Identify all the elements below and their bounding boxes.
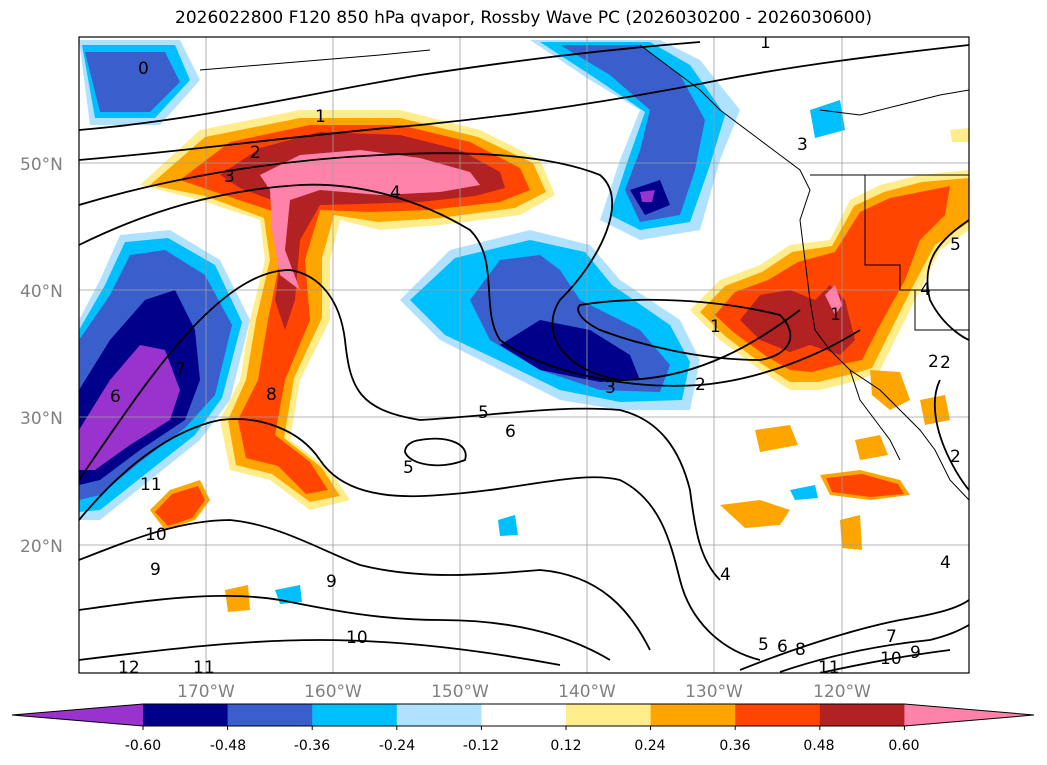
contour-label: 6 [110, 387, 121, 407]
colorbar-segment [312, 704, 398, 726]
contour-label: 4 [390, 183, 401, 203]
colorbar-segment [227, 704, 313, 726]
contour-label: 7 [175, 360, 186, 380]
contour-label: 0 [138, 59, 149, 79]
contour-label: 10 [145, 525, 167, 545]
colorbar-segment [650, 704, 736, 726]
contour-label: 1 [760, 33, 771, 53]
contour-label: 6 [777, 637, 788, 657]
contour-label: 3 [224, 167, 235, 187]
contour-label: 12 [118, 658, 140, 678]
latitude-labels: 50°N 40°N 30°N 20°N [20, 155, 63, 557]
lat-label-20n: 20°N [20, 537, 63, 557]
lon-label-120w: 120°W [813, 682, 871, 702]
contour-label: 5 [403, 458, 414, 478]
map-plot-area: 0 1 1 2 3 4 3 7 8 6 5 5 6 11 10 9 9 10 1… [79, 33, 969, 678]
contour-lines [79, 41, 969, 673]
contour-labels: 0 1 1 2 3 4 3 7 8 6 5 5 6 11 10 9 9 10 1… [110, 33, 961, 678]
contour-label: 7 [886, 627, 897, 647]
contour-label: 4 [940, 553, 951, 573]
lat-label-50n: 50°N [20, 155, 63, 175]
colorbar-tick-label: 0.24 [634, 738, 665, 754]
contour-label: 11 [140, 475, 162, 495]
contour-label: 2 [250, 143, 261, 163]
lat-label-40n: 40°N [20, 282, 63, 302]
contour-label: 10 [346, 628, 368, 648]
contour-label: 2 [950, 447, 961, 467]
contour-label: 11 [818, 658, 840, 678]
lat-label-30n: 30°N [20, 409, 63, 429]
colorbar-tick-label: -0.24 [379, 738, 415, 754]
contour-label: 5 [950, 235, 961, 255]
colorbar-tick-label: -0.48 [210, 738, 246, 754]
colorbar [11, 703, 1035, 730]
contour-label: 5 [758, 635, 769, 655]
contour-label: 11 [193, 658, 215, 678]
contour-label: 4 [920, 280, 931, 300]
contour-label: 2 [940, 353, 951, 373]
colorbar-tick-label: 0.48 [803, 738, 834, 754]
colorbar-tick-label: 0.60 [888, 738, 919, 754]
contour-label: 3 [797, 135, 808, 155]
map-title: 2026022800 F120 850 hPa qvapor, Rossby W… [175, 8, 872, 28]
lon-label-160w: 160°W [304, 682, 362, 702]
colorbar-segment [143, 704, 229, 726]
lon-label-140w: 140°W [558, 682, 616, 702]
contour-label: 8 [266, 385, 277, 405]
longitude-labels: 170°W 160°W 150°W 140°W 130°W 120°W [177, 682, 871, 702]
colorbar-segment [12, 704, 143, 726]
contour-label: 10 [880, 649, 902, 669]
contour-label: 1 [315, 107, 326, 127]
shading-negative [79, 40, 845, 604]
colorbar-segment [735, 704, 821, 726]
colorbar-tick-label: -0.36 [294, 738, 330, 754]
colorbar-tick-label: 0.12 [550, 738, 581, 754]
contour-label: 1 [710, 317, 721, 337]
lon-label-130w: 130°W [685, 682, 743, 702]
contour-label: 8 [795, 640, 806, 660]
contour-label: 9 [150, 560, 161, 580]
contour-label: 6 [505, 422, 516, 442]
colorbar-segment [904, 704, 1034, 726]
contour-label: 1 [830, 305, 841, 325]
colorbar-segment [566, 704, 652, 726]
colorbar-tick-labels: -0.60 -0.48 -0.36 -0.24 -0.12 0.12 0.24 … [125, 738, 920, 754]
colorbar-tick-label: -0.60 [125, 738, 161, 754]
coastlines [199, 44, 969, 501]
lon-label-150w: 150°W [431, 682, 489, 702]
contour-label: 9 [910, 643, 921, 663]
lon-label-170w: 170°W [177, 682, 235, 702]
contour-label: 3 [605, 378, 616, 398]
graticule [79, 37, 969, 673]
contour-label: 4 [720, 565, 731, 585]
colorbar-segment [481, 704, 567, 726]
shading-positive [140, 110, 969, 612]
colorbar-segment [819, 704, 905, 726]
map-frame [78, 36, 970, 674]
colorbar-segment [396, 704, 482, 726]
colorbar-tick-label: 0.36 [719, 738, 750, 754]
contour-label: 5 [478, 403, 489, 423]
contour-label: 2 [695, 375, 706, 395]
colorbar-tick-label: -0.12 [463, 738, 499, 754]
contour-label: 9 [326, 572, 337, 592]
contour-label: 2 [928, 352, 939, 372]
